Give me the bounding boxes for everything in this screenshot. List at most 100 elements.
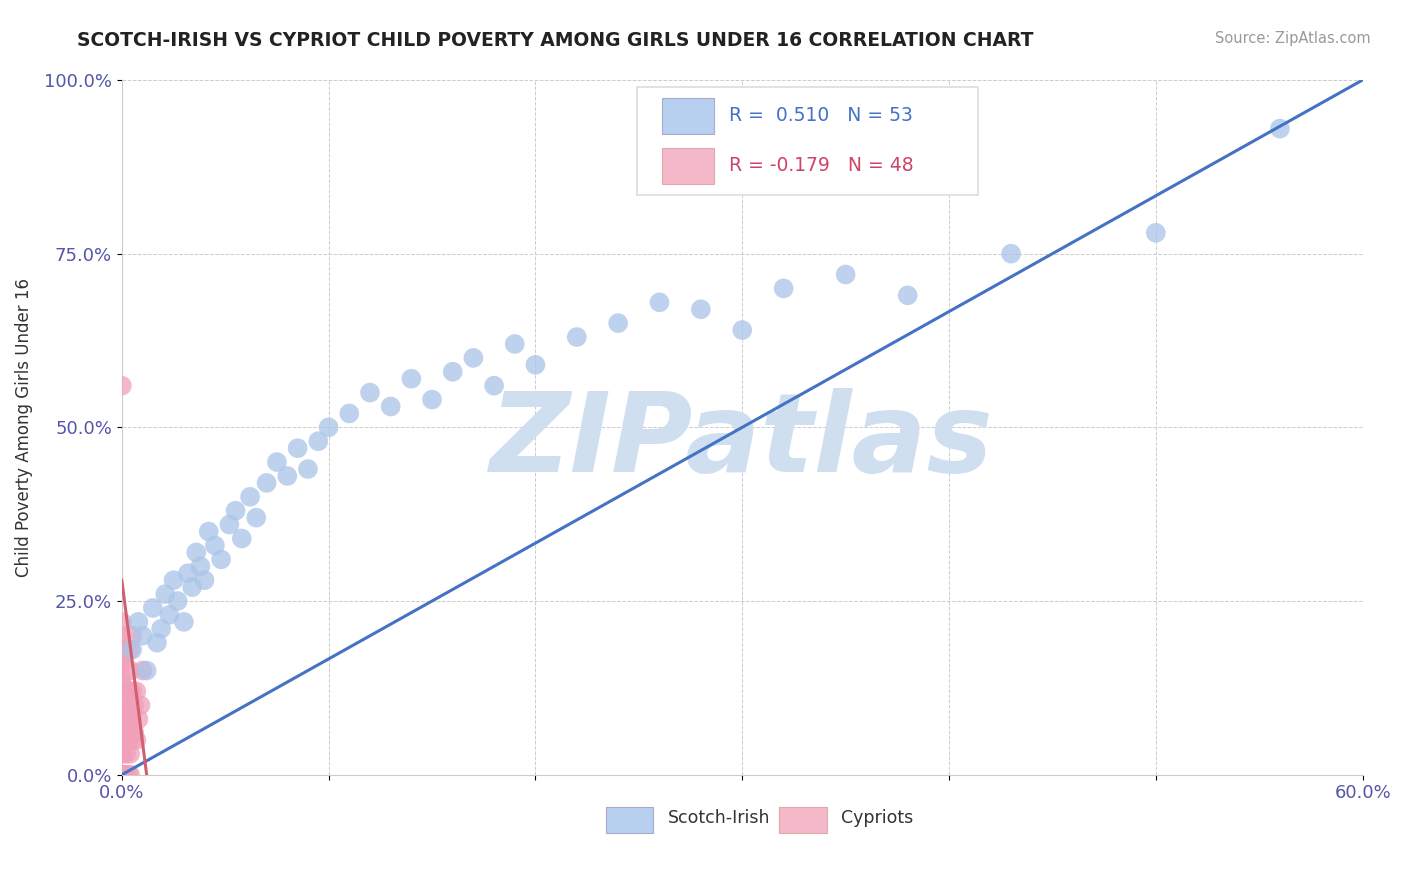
Point [287, 441, 309, 455]
Point [111, 768, 134, 782]
Point [111, 747, 134, 761]
Point [120, 726, 142, 740]
Text: Source: ZipAtlas.com: Source: ZipAtlas.com [1215, 31, 1371, 46]
Point [111, 698, 134, 713]
Point [121, 712, 143, 726]
Point [463, 351, 485, 365]
Point [111, 768, 134, 782]
Point [111, 615, 134, 629]
Point [111, 726, 134, 740]
Point [297, 462, 319, 476]
Point [111, 712, 134, 726]
Text: Scotch-Irish: Scotch-Irish [668, 809, 770, 827]
Point [401, 372, 423, 386]
Point [135, 664, 157, 678]
Point [146, 636, 169, 650]
Point [111, 677, 134, 691]
Point [111, 768, 134, 782]
Text: R = -0.179   N = 48: R = -0.179 N = 48 [728, 156, 914, 176]
Point [111, 657, 134, 671]
Point [111, 768, 134, 782]
Point [231, 532, 253, 546]
Point [166, 594, 188, 608]
Point [120, 712, 142, 726]
Point [127, 615, 149, 629]
Point [193, 573, 215, 587]
FancyBboxPatch shape [606, 806, 652, 833]
FancyBboxPatch shape [779, 806, 827, 833]
Point [111, 768, 134, 782]
Point [209, 552, 232, 566]
Point [218, 517, 240, 532]
Point [117, 768, 139, 782]
Point [186, 545, 208, 559]
Point [111, 378, 134, 392]
Point [117, 712, 139, 726]
Point [120, 684, 142, 698]
Point [359, 385, 381, 400]
Point [155, 587, 177, 601]
Point [256, 475, 278, 490]
Text: SCOTCH-IRISH VS CYPRIOT CHILD POVERTY AMONG GIRLS UNDER 16 CORRELATION CHART: SCOTCH-IRISH VS CYPRIOT CHILD POVERTY AM… [77, 31, 1033, 50]
Point [111, 768, 134, 782]
Point [111, 684, 134, 698]
Point [157, 607, 180, 622]
Point [173, 615, 195, 629]
Point [122, 726, 145, 740]
Point [120, 747, 142, 761]
Point [266, 455, 288, 469]
Point [125, 733, 148, 747]
Point [111, 649, 134, 664]
Point [441, 365, 464, 379]
Point [111, 629, 134, 643]
Point [142, 601, 165, 615]
Point [503, 337, 526, 351]
Point [337, 407, 360, 421]
Point [1144, 226, 1167, 240]
Point [127, 712, 149, 726]
Point [565, 330, 588, 344]
Point [204, 538, 226, 552]
Point [420, 392, 443, 407]
Point [120, 664, 142, 678]
Point [482, 378, 505, 392]
Point [131, 629, 153, 643]
Point [772, 281, 794, 295]
Point [307, 434, 329, 449]
Point [318, 420, 340, 434]
Point [524, 358, 547, 372]
Point [111, 733, 134, 747]
Point [125, 684, 148, 698]
Point [197, 524, 219, 539]
Point [190, 559, 212, 574]
Point [129, 698, 152, 713]
FancyBboxPatch shape [637, 87, 979, 194]
Point [1000, 246, 1022, 260]
FancyBboxPatch shape [662, 148, 714, 184]
Point [111, 768, 134, 782]
Point [111, 642, 134, 657]
Text: ZIPatlas: ZIPatlas [491, 388, 994, 495]
Point [121, 684, 143, 698]
Point [380, 400, 402, 414]
Point [111, 768, 134, 782]
Point [120, 768, 142, 782]
Point [181, 580, 204, 594]
Point [111, 768, 134, 782]
Point [689, 302, 711, 317]
Text: Cypriots: Cypriots [842, 809, 914, 827]
Point [834, 268, 856, 282]
Point [115, 768, 138, 782]
Point [121, 642, 143, 657]
Point [162, 573, 184, 587]
Point [111, 768, 134, 782]
Point [276, 469, 298, 483]
Y-axis label: Child Poverty Among Girls Under 16: Child Poverty Among Girls Under 16 [15, 277, 32, 577]
Point [648, 295, 671, 310]
Point [121, 733, 143, 747]
FancyBboxPatch shape [662, 97, 714, 134]
Point [607, 316, 630, 330]
Point [731, 323, 754, 337]
Point [120, 642, 142, 657]
Point [122, 698, 145, 713]
